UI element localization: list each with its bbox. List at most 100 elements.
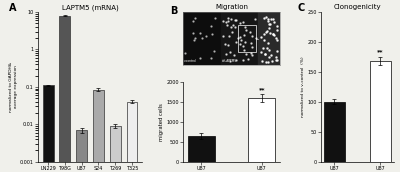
Point <box>258 51 264 54</box>
Point <box>233 19 240 22</box>
Point <box>266 22 272 25</box>
Point <box>236 22 243 25</box>
Point <box>232 18 238 21</box>
Point <box>228 31 235 34</box>
Bar <box>60 16 70 172</box>
Point <box>258 35 264 38</box>
Point <box>222 43 228 46</box>
Point <box>267 23 274 26</box>
Point <box>273 56 279 58</box>
Bar <box>324 102 345 162</box>
Point <box>274 49 280 52</box>
Point <box>240 44 246 47</box>
Point <box>244 58 251 61</box>
Point <box>241 49 248 52</box>
Point <box>265 41 271 44</box>
Point <box>211 16 218 19</box>
Point <box>234 36 241 39</box>
Point <box>249 45 255 48</box>
Point <box>226 51 233 54</box>
Point <box>268 53 274 56</box>
Point <box>271 34 278 37</box>
Point <box>260 46 267 49</box>
Point <box>263 15 270 18</box>
Point <box>242 41 248 44</box>
Point <box>190 19 197 22</box>
Point <box>242 29 249 32</box>
Bar <box>126 102 138 172</box>
Point <box>192 37 198 39</box>
Point <box>263 31 270 34</box>
Point <box>249 34 256 37</box>
Title: Migration: Migration <box>215 4 248 10</box>
Point <box>268 17 274 20</box>
Point <box>240 58 246 61</box>
Point <box>225 20 231 23</box>
Bar <box>248 98 275 162</box>
Point <box>261 16 267 19</box>
Point <box>191 39 198 41</box>
Text: **: ** <box>258 87 265 92</box>
Point <box>225 16 231 19</box>
Point <box>263 60 269 63</box>
Point <box>267 31 274 34</box>
Y-axis label: normalized to v-control  (%): normalized to v-control (%) <box>301 57 305 117</box>
Title: Clonogenicity: Clonogenicity <box>334 4 381 10</box>
Bar <box>183 12 220 65</box>
Point <box>230 23 236 26</box>
Point <box>237 43 243 46</box>
Bar <box>93 89 104 172</box>
Point <box>189 32 196 35</box>
Point <box>262 52 268 55</box>
Point <box>270 32 276 35</box>
Point <box>202 35 209 38</box>
Point <box>266 56 272 59</box>
Point <box>238 39 244 41</box>
Point <box>243 53 249 56</box>
Point <box>224 23 230 26</box>
Point <box>209 33 215 35</box>
Bar <box>238 25 256 52</box>
Point <box>262 52 268 55</box>
Point <box>266 26 273 29</box>
Point <box>248 41 254 44</box>
Point <box>274 25 280 27</box>
Point <box>270 33 276 36</box>
Point <box>210 49 217 52</box>
Text: **: ** <box>377 49 384 54</box>
Point <box>228 17 234 20</box>
Point <box>196 32 203 35</box>
Point <box>242 26 249 29</box>
Point <box>274 39 280 42</box>
Point <box>207 25 214 28</box>
Bar <box>110 126 121 172</box>
Point <box>230 54 237 57</box>
Text: B: B <box>170 6 177 16</box>
Point <box>208 57 214 60</box>
Bar <box>43 85 54 172</box>
Point <box>237 35 243 38</box>
Point <box>264 30 270 32</box>
Point <box>274 58 280 61</box>
Point <box>248 52 254 54</box>
Bar <box>258 12 280 65</box>
Bar <box>370 61 391 162</box>
Point <box>192 17 198 19</box>
Point <box>272 36 279 39</box>
Bar <box>188 136 215 162</box>
Text: A: A <box>9 3 16 13</box>
Point <box>252 18 259 21</box>
Point <box>220 19 226 22</box>
Text: v-control: v-control <box>184 59 197 63</box>
Point <box>264 46 270 49</box>
Text: C: C <box>297 3 304 13</box>
Point <box>232 40 239 43</box>
Point <box>273 59 280 62</box>
Point <box>270 18 276 20</box>
Point <box>226 34 232 37</box>
Point <box>264 17 271 20</box>
Bar <box>221 12 258 65</box>
Point <box>247 30 254 33</box>
Point <box>233 58 239 61</box>
Y-axis label: normalized to GAPDH&
average expression: normalized to GAPDH& average expression <box>9 62 18 112</box>
